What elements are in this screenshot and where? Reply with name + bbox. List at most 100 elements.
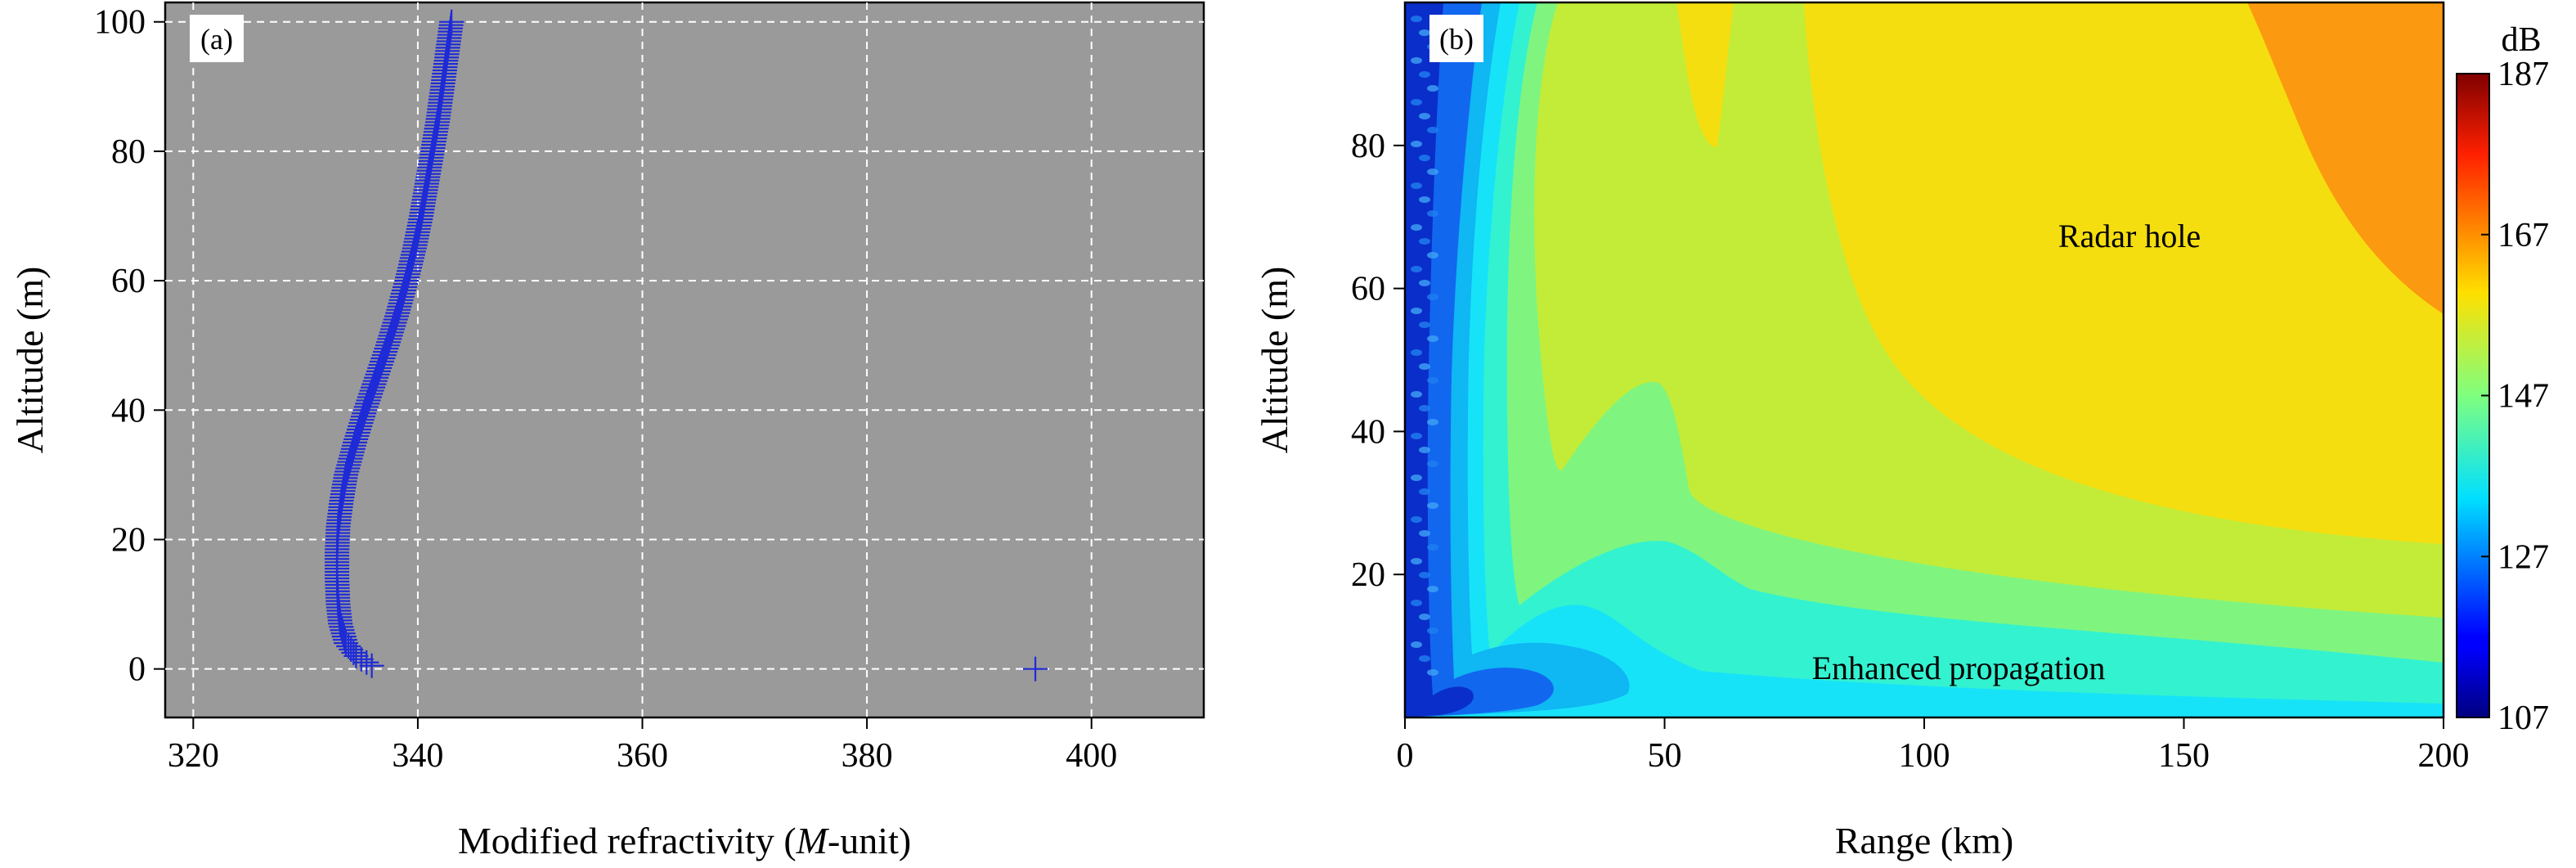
interference-cell xyxy=(1419,113,1430,119)
interference-cell xyxy=(1411,600,1422,606)
profile-marker xyxy=(345,420,370,445)
profile-marker xyxy=(339,636,364,662)
interference-cell xyxy=(1427,586,1438,592)
panel-b-y-axis-label: Altitude (m) xyxy=(1254,267,1295,454)
interference-cell xyxy=(1411,224,1422,231)
profile-marker xyxy=(375,333,400,358)
interference-cell xyxy=(1411,433,1422,439)
colorbar-unit: dB xyxy=(2501,21,2541,59)
y-tick-label: 60 xyxy=(111,263,146,300)
profile-marker xyxy=(376,330,402,355)
panel-a-x-axis-label: Modified refractivity (M-unit) xyxy=(458,820,911,861)
profile-marker xyxy=(329,614,354,640)
profile-marker xyxy=(330,618,355,643)
interference-cell xyxy=(1411,516,1422,523)
interference-cell xyxy=(1427,210,1438,217)
annotation-enhanced-propagation: Enhanced propagation xyxy=(1812,650,2106,686)
interference-cell xyxy=(1411,99,1422,106)
interference-cell xyxy=(1411,266,1422,272)
colorbar-tick-label: 147 xyxy=(2497,378,2549,416)
outlier-marker xyxy=(1023,656,1048,681)
interference-cell xyxy=(1419,614,1430,620)
profile-marker xyxy=(348,414,373,439)
interference-cell xyxy=(1419,71,1430,78)
panel-a-y-axis-label: Altitude (m) xyxy=(9,267,51,454)
profile-marker xyxy=(380,317,406,342)
profile-marker xyxy=(370,346,396,371)
profile-marker xyxy=(365,362,390,387)
y-tick-label: 20 xyxy=(111,521,146,559)
profile-marker xyxy=(361,371,387,397)
panel-b-label: (b) xyxy=(1439,23,1474,56)
profile-marker xyxy=(358,381,384,407)
y-tick-label: 40 xyxy=(111,392,146,430)
y-tick-label: 80 xyxy=(1351,128,1385,165)
interference-cell xyxy=(1419,280,1430,286)
profile-marker xyxy=(332,627,357,653)
profile-marker xyxy=(378,323,403,349)
colorbar-tick-label: 167 xyxy=(2497,217,2549,254)
profile-marker xyxy=(354,650,379,675)
interference-cell xyxy=(1427,419,1438,425)
x-tick-label: 100 xyxy=(1899,737,1950,775)
x-tick-label: 400 xyxy=(1066,737,1117,775)
interference-cell xyxy=(1411,349,1422,356)
profile-marker xyxy=(374,336,399,362)
y-tick-label: 60 xyxy=(1351,271,1385,308)
interference-cell xyxy=(1411,308,1422,314)
interference-cell xyxy=(1419,530,1430,537)
panel-a-markers xyxy=(325,9,1048,681)
interference-cell xyxy=(1411,16,1422,22)
profile-marker xyxy=(382,310,407,335)
profile-marker xyxy=(343,426,369,452)
colorbar-tick-label: 107 xyxy=(2497,699,2549,737)
profile-marker xyxy=(350,404,375,430)
profile-marker xyxy=(359,653,384,678)
panel-b-propagation-loss-map: 0 50 100 150 200 20 40 60 80 (b) Radar hole Enha… xyxy=(1254,1,2549,861)
x-tick-label: 320 xyxy=(168,737,219,775)
interference-cell xyxy=(1427,169,1438,175)
profile-marker xyxy=(368,352,393,377)
profile-marker xyxy=(357,385,382,410)
interference-cell xyxy=(1427,377,1438,384)
interference-cell xyxy=(1419,155,1430,161)
interference-cell xyxy=(1411,558,1422,564)
heatmap-band-green xyxy=(1405,2,2444,717)
interference-cell xyxy=(1427,502,1438,509)
colorbar: dB 107 127 147 167 187 xyxy=(2456,21,2549,737)
profile-marker xyxy=(346,417,371,443)
profile-marker xyxy=(362,368,388,394)
y-tick-label: 0 xyxy=(128,651,146,689)
x-tick-label: 360 xyxy=(617,737,668,775)
interference-cell xyxy=(1419,655,1430,662)
panel-b-label-box xyxy=(1429,15,1483,62)
profile-marker xyxy=(344,423,370,448)
interference-cell xyxy=(1419,405,1430,412)
colorbar-ticks: 107 127 147 167 187 xyxy=(2481,56,2549,737)
interference-cell xyxy=(1427,294,1438,300)
profile-marker xyxy=(330,621,356,646)
colorbar-tick-label: 127 xyxy=(2497,538,2549,576)
x-tick-label: 340 xyxy=(392,737,443,775)
y-tick-label: 40 xyxy=(1351,413,1385,451)
x-tick-label: 0 xyxy=(1397,737,1414,775)
heatmap-band-orange xyxy=(2247,2,2444,314)
profile-marker xyxy=(361,375,385,400)
interference-cell xyxy=(1427,127,1438,133)
profile-marker xyxy=(364,365,389,390)
panel-a-plot-area xyxy=(164,1,1205,719)
interference-cell xyxy=(1427,335,1438,342)
interference-cell xyxy=(1419,29,1430,36)
profile-marker xyxy=(359,378,384,403)
panel-a-label-box xyxy=(190,15,244,62)
interference-cell xyxy=(1419,196,1430,203)
panel-a-label: (a) xyxy=(200,23,233,56)
interference-cell xyxy=(1419,488,1430,495)
heatmap-band-blue xyxy=(1405,2,1554,717)
y-tick-label: 80 xyxy=(111,133,146,171)
panel-a-refractivity-profile: 320 340 360 380 400 0 20 40 60 80 100 (a) Modified… xyxy=(9,1,1205,861)
profile-marker xyxy=(336,633,361,659)
interference-cell xyxy=(1427,669,1438,676)
x-tick-label: 380 xyxy=(841,737,893,775)
